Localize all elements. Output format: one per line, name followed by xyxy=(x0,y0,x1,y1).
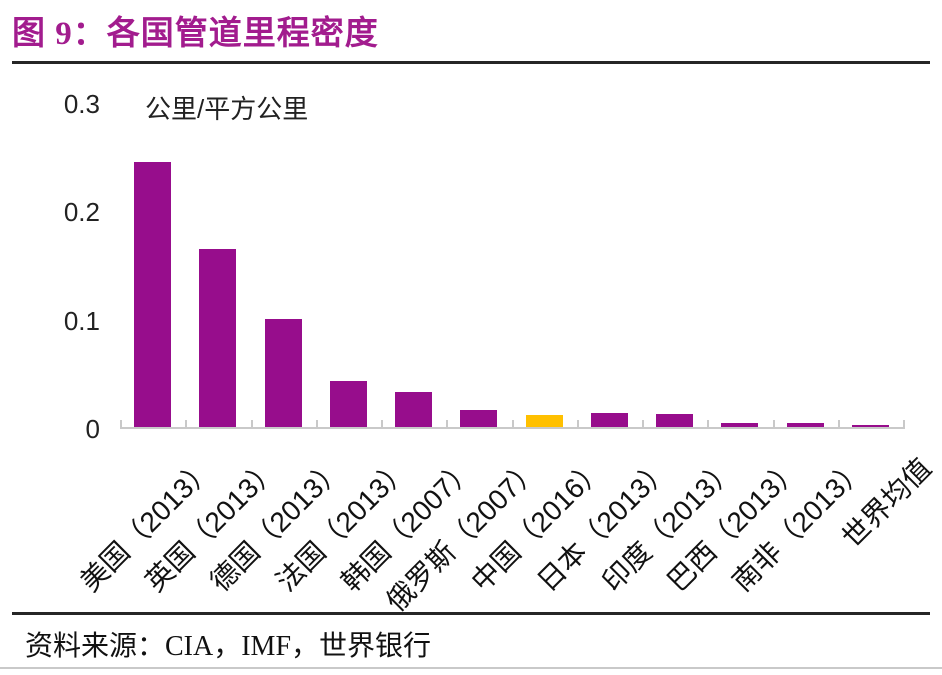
bar-7 xyxy=(525,415,563,427)
bar-3 xyxy=(264,319,302,427)
bar-6 xyxy=(460,409,498,427)
y-axis-tick-label: 0 xyxy=(85,414,100,444)
bar-10 xyxy=(721,422,759,427)
bar-1 xyxy=(134,162,172,427)
x-axis-tick xyxy=(381,420,383,429)
bar-2 xyxy=(199,248,237,427)
bar-9 xyxy=(656,414,694,427)
x-axis-tick xyxy=(250,420,253,429)
y-axis-tick-labels: 0 0.1 0.2 0.3 xyxy=(16,0,100,500)
x-axis-label: 世界均值 xyxy=(836,452,938,554)
bottom-edge-line xyxy=(0,667,942,669)
x-axis-label: 南非（2013） xyxy=(726,452,872,598)
y-axis-tick-label: 0.3 xyxy=(63,89,100,119)
x-axis-label: 德国（2013） xyxy=(204,452,350,598)
x-axis-label: 韩国（2007） xyxy=(335,452,481,598)
source-text: 资料来源：CIA，IMF，世界银行 xyxy=(25,631,432,662)
title-divider xyxy=(12,61,930,64)
footer-divider xyxy=(12,612,930,615)
x-axis-label: 中国（2016） xyxy=(465,452,611,598)
x-axis-tick xyxy=(642,420,644,429)
bar-12 xyxy=(851,424,889,427)
x-axis-label: 印度（2013） xyxy=(596,452,742,598)
x-axis-tick xyxy=(837,420,840,429)
x-axis-tick xyxy=(903,420,905,429)
x-axis-label: 俄罗斯（2007） xyxy=(380,452,546,618)
x-axis-tick xyxy=(446,420,449,429)
plot-area xyxy=(120,104,905,429)
x-axis-tick xyxy=(120,420,122,429)
figure-title: 图 9：各国管道里程密度 xyxy=(12,16,379,52)
x-axis-tick xyxy=(576,420,579,429)
x-axis-tick xyxy=(511,420,514,429)
bar-4 xyxy=(329,380,367,427)
x-axis-tick xyxy=(315,420,318,429)
bar-8 xyxy=(590,412,628,427)
x-axis-label: 日本（2013） xyxy=(530,452,677,598)
bar-5 xyxy=(395,392,433,427)
x-axis-label: 法国（2013） xyxy=(269,452,416,598)
y-axis-unit-label: 公里/平方公里 xyxy=(145,94,309,124)
x-axis-tick xyxy=(185,420,188,429)
x-axis-label: 巴西（2013） xyxy=(661,452,807,598)
bar-11 xyxy=(786,422,824,427)
x-axis-tick xyxy=(772,420,775,429)
y-axis-tick-label: 0.1 xyxy=(63,305,100,336)
x-axis-tick xyxy=(707,420,710,429)
y-axis-tick-label: 0.2 xyxy=(63,197,100,228)
x-axis-label: 英国（2013） xyxy=(139,452,285,598)
